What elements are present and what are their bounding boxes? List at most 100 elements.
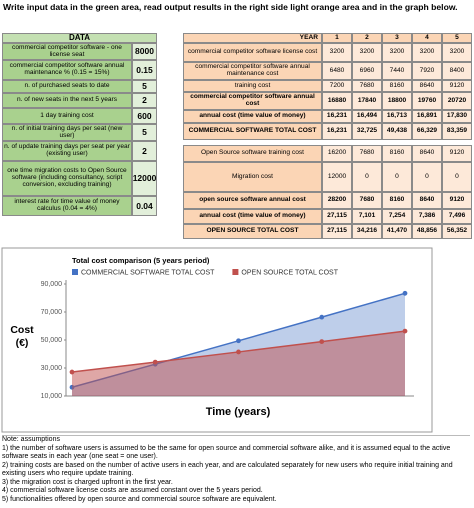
input-value: 8000 — [132, 43, 157, 60]
table-header: 4 — [412, 33, 442, 43]
row-label: open source software annual cost — [183, 192, 322, 209]
value-cell: 7680 — [352, 80, 382, 92]
input-value: 2 — [132, 141, 157, 161]
value-cell: 32,725 — [352, 123, 382, 140]
note-item: 3) the migration cost is charged upfront… — [2, 478, 173, 486]
table-header: 3 — [382, 33, 412, 43]
legend-swatch — [232, 269, 239, 275]
row-label: Open Source software training cost — [183, 145, 322, 162]
input-label: interest rate for time value of money ca… — [2, 196, 132, 216]
value-cell: 16,231 — [322, 123, 352, 140]
value-cell: 28200 — [322, 192, 352, 209]
value-cell: 8160 — [382, 80, 412, 92]
y-axis-title: Cost — [10, 324, 34, 336]
input-label: n. of update training days per seat per … — [2, 141, 132, 161]
input-label: commercial competitor software annual ma… — [2, 60, 132, 80]
value-cell: 9120 — [442, 192, 472, 209]
value-cell: 6480 — [322, 62, 352, 80]
input-value: 0.15 — [132, 60, 157, 80]
row-label: OPEN SOURCE TOTAL COST — [183, 224, 322, 239]
value-cell: 7,101 — [352, 209, 382, 224]
value-cell: 0 — [412, 162, 442, 192]
row-label: commercial competitor software annual co… — [183, 92, 322, 110]
value-cell: 16,494 — [352, 110, 382, 123]
value-cell: 8640 — [412, 80, 442, 92]
note-item: 1) the number of software users is assum… — [2, 444, 451, 461]
point — [236, 338, 241, 344]
input-value: 5 — [132, 80, 157, 93]
value-cell: 8160 — [382, 145, 412, 162]
value-cell: 34,216 — [352, 224, 382, 239]
notes-title: Note: assumptions — [2, 436, 60, 443]
input-label: 1 day training cost — [2, 108, 132, 124]
point — [69, 369, 75, 375]
input-value: 5 — [132, 124, 157, 141]
value-cell: 7920 — [412, 62, 442, 80]
value-cell: 12000 — [322, 162, 352, 192]
value-cell: 0 — [442, 162, 472, 192]
row-label: commercial competitor software license c… — [183, 43, 322, 62]
legend-label: COMMERCIAL SOFTWARE TOTAL COST — [81, 269, 215, 276]
input-value: 600 — [132, 108, 157, 124]
value-cell: 7,386 — [412, 209, 442, 224]
input-table-header: DATA — [2, 33, 157, 43]
y-axis-title: (€) — [16, 337, 29, 349]
point — [236, 349, 241, 355]
page-title: Write input data in the green area, read… — [3, 2, 458, 12]
input-value: 0.04 — [132, 196, 157, 216]
table-header: 1 — [322, 33, 352, 43]
point — [402, 290, 408, 296]
point — [319, 314, 325, 320]
row-label: COMMERCIAL SOFTWARE TOTAL COST — [183, 123, 322, 140]
row-label: annual cost (time value of money) — [183, 110, 322, 123]
value-cell: 8160 — [382, 192, 412, 209]
value-cell: 66,329 — [412, 123, 442, 140]
input-value: 2 — [132, 93, 157, 108]
value-cell: 27,115 — [322, 209, 352, 224]
value-cell: 7,496 — [442, 209, 472, 224]
chart-title: Total cost comparison (5 years period) — [72, 256, 210, 265]
y-tick-label: 30,000 — [41, 365, 63, 372]
value-cell: 16880 — [322, 92, 352, 110]
table-header: 5 — [442, 33, 472, 43]
y-tick-label: 50,000 — [41, 337, 63, 344]
row-label: annual cost (time value of money) — [183, 209, 322, 224]
value-cell: 48,856 — [412, 224, 442, 239]
value-cell: 16,713 — [382, 110, 412, 123]
value-cell: 9120 — [442, 80, 472, 92]
value-cell: 20720 — [442, 92, 472, 110]
y-tick-label: 70,000 — [41, 309, 63, 316]
point — [319, 339, 325, 345]
value-cell: 3200 — [322, 43, 352, 62]
value-cell: 41,470 — [382, 224, 412, 239]
value-cell: 27,115 — [322, 224, 352, 239]
value-cell: 3200 — [382, 43, 412, 62]
input-label: commercial competitor software - one lic… — [2, 43, 132, 60]
value-cell: 9120 — [442, 145, 472, 162]
input-label: n. of purchased seats to date — [2, 80, 132, 93]
input-label: one time migration costs to Open Source … — [2, 161, 132, 196]
value-cell: 7680 — [352, 145, 382, 162]
value-cell: 7440 — [382, 62, 412, 80]
y-tick-label: 90,000 — [41, 281, 63, 288]
note-item: 2) training costs are based on the numbe… — [2, 461, 453, 478]
value-cell: 56,352 — [442, 224, 472, 239]
table-header: 2 — [352, 33, 382, 43]
note-item: 4) commercial software license costs are… — [2, 487, 263, 495]
value-cell: 0 — [382, 162, 412, 192]
input-value: 12000 — [132, 161, 157, 196]
value-cell: 16,231 — [322, 110, 352, 123]
legend-swatch — [72, 269, 78, 275]
input-label: n. of new seats in the next 5 years — [2, 93, 132, 108]
value-cell: 83,359 — [442, 123, 472, 140]
legend-label: OPEN SOURCE TOTAL COST — [241, 269, 338, 276]
table-header: YEAR — [183, 33, 322, 43]
value-cell: 16,891 — [412, 110, 442, 123]
chart: Total cost comparison (5 years period) T… — [1, 247, 433, 433]
point — [152, 359, 158, 365]
x-axis-title: Time (years) — [206, 406, 271, 418]
value-cell: 7,254 — [382, 209, 412, 224]
value-cell: 3200 — [412, 43, 442, 62]
value-cell: 6960 — [352, 62, 382, 80]
input-label: n. of initial training days per seat (ne… — [2, 124, 132, 141]
